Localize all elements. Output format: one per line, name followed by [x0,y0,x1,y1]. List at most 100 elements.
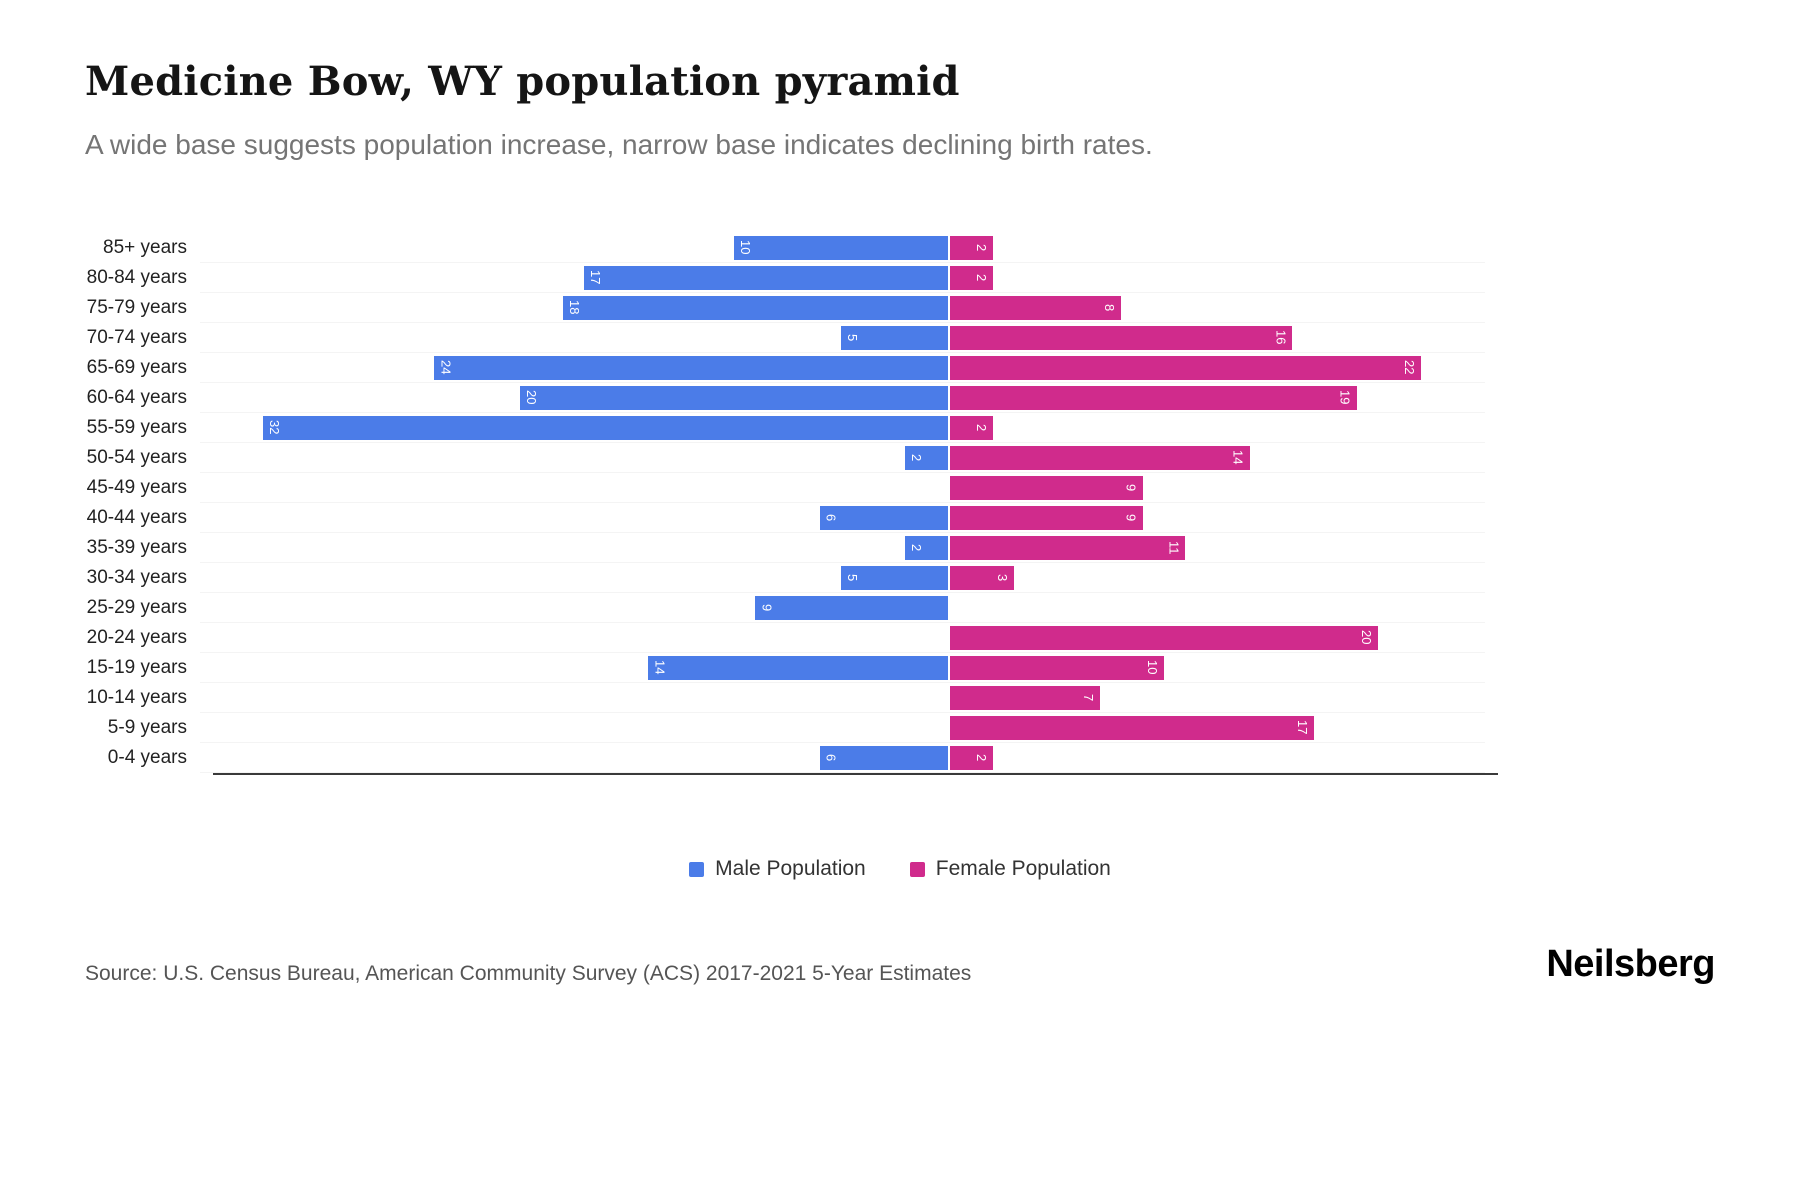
male-bar[interactable]: 10 [734,235,948,260]
female-plot-area: 20 [948,623,1485,653]
male-bar[interactable]: 2 [905,535,948,560]
female-bar[interactable]: 2 [950,745,993,770]
female-bar[interactable]: 10 [950,655,1164,680]
male-bar[interactable]: 6 [819,745,948,770]
page: Medicine Bow, WY population pyramid A wi… [85,58,1715,986]
male-plot-area: 2 [200,443,948,473]
female-bar-value: 19 [1337,390,1353,405]
female-plot-area: 16 [948,323,1485,353]
age-group-label: 70-74 years [86,327,187,348]
female-bar-value: 2 [973,243,989,252]
male-bar-value: 14 [652,660,668,675]
female-bar[interactable]: 22 [950,355,1421,380]
male-legend-label: Male Population [715,857,866,880]
male-bar-value: 9 [759,603,775,612]
male-bar-value: 10 [738,240,753,255]
male-plot-area: 9 [200,593,948,623]
pyramid-row: 70-74 years 5 16 [85,323,1715,353]
male-plot-area [200,473,948,503]
male-bar[interactable]: 20 [520,385,948,410]
age-group-label: 50-54 years [86,447,187,468]
pyramid-row: 80-84 years 17 2 [85,263,1715,293]
male-bar[interactable]: 6 [819,505,948,530]
pyramid-row: 45-49 years 9 [85,473,1715,503]
female-plot-area: 17 [948,713,1485,743]
male-bar[interactable]: 2 [905,445,948,470]
female-plot-area: 10 [948,653,1485,683]
male-bar[interactable]: 5 [841,565,948,590]
female-plot-area: 3 [948,563,1485,593]
pyramid-row: 15-19 years 14 10 [85,653,1715,683]
male-bar[interactable]: 9 [755,595,948,620]
chart-title: Medicine Bow, WY population pyramid [85,58,960,105]
female-bar-value: 16 [1273,330,1289,345]
female-bar-value: 14 [1230,450,1246,465]
male-bar-value: 24 [438,360,454,375]
male-bar[interactable]: 17 [584,265,948,290]
female-plot-area: 2 [948,233,1485,263]
female-bar-value: 11 [1166,540,1182,555]
x-axis-line [213,773,1498,775]
male-bar[interactable]: 14 [648,655,948,680]
pyramid-row: 5-9 years 17 [85,713,1715,743]
female-plot-area: 7 [948,683,1485,713]
male-plot-area: 10 [200,233,948,263]
male-plot-area: 6 [200,503,948,533]
male-plot-area: 5 [200,563,948,593]
male-bar[interactable]: 18 [562,295,948,320]
female-bar-value: 3 [995,573,1011,582]
neilsberg-logo: Neilsberg [1546,943,1715,985]
legend: Male Population Female Population [85,857,1715,881]
footer: Source: U.S. Census Bureau, American Com… [85,943,1715,986]
male-plot-area: 5 [200,323,948,353]
female-bar[interactable]: 11 [950,535,1186,560]
female-plot-area: 9 [948,503,1485,533]
female-bar[interactable]: 2 [950,265,993,290]
legend-item-female[interactable]: Female Population [909,857,1111,881]
age-group-label: 20-24 years [86,627,187,648]
pyramid-row: 20-24 years 20 [85,623,1715,653]
female-bar-value: 7 [1080,693,1096,702]
female-bar[interactable]: 16 [950,325,1293,350]
male-plot-area: 2 [200,533,948,563]
chart-rows: 85+ years 10 2 80-84 years 17 2 75-79 years 18 8… [85,233,1715,773]
age-group-label: 45-49 years [86,477,187,498]
age-group-label: 55-59 years [86,417,187,438]
pyramid-row: 65-69 years 24 22 [85,353,1715,383]
female-bar[interactable]: 14 [950,445,1250,470]
age-group-label: 0-4 years [107,747,187,768]
age-group-label: 35-39 years [86,537,187,558]
female-bar[interactable]: 8 [950,295,1122,320]
age-group-label: 85+ years [103,237,187,258]
male-bar-value: 32 [267,420,283,435]
male-legend-swatch [689,861,705,877]
male-bar[interactable]: 5 [841,325,948,350]
female-bar[interactable]: 2 [950,415,993,440]
female-bar[interactable]: 9 [950,505,1143,530]
male-bar[interactable]: 32 [263,415,948,440]
male-plot-area: 20 [200,383,948,413]
legend-item-male[interactable]: Male Population [689,857,866,881]
female-bar[interactable]: 7 [950,685,1100,710]
female-bar-value: 10 [1145,660,1160,675]
female-bar-value: 9 [1123,513,1139,522]
male-plot-area [200,713,948,743]
female-bar[interactable]: 17 [950,715,1314,740]
female-bar[interactable]: 20 [950,625,1378,650]
male-plot-area: 14 [200,653,948,683]
male-bar[interactable]: 24 [434,355,948,380]
female-bar[interactable]: 19 [950,385,1357,410]
pyramid-row: 25-29 years 9 [85,593,1715,623]
female-bar[interactable]: 3 [950,565,1015,590]
age-group-label: 10-14 years [86,687,187,708]
age-group-label: 65-69 years [86,357,187,378]
female-plot-area: 9 [948,473,1485,503]
female-plot-area: 14 [948,443,1485,473]
female-bar-value: 20 [1359,630,1374,645]
age-group-label: 5-9 years [107,717,187,738]
female-plot-area: 11 [948,533,1485,563]
female-bar[interactable]: 2 [950,235,993,260]
female-plot-area: 2 [948,743,1485,773]
age-group-label: 25-29 years [86,597,187,618]
female-bar[interactable]: 9 [950,475,1143,500]
